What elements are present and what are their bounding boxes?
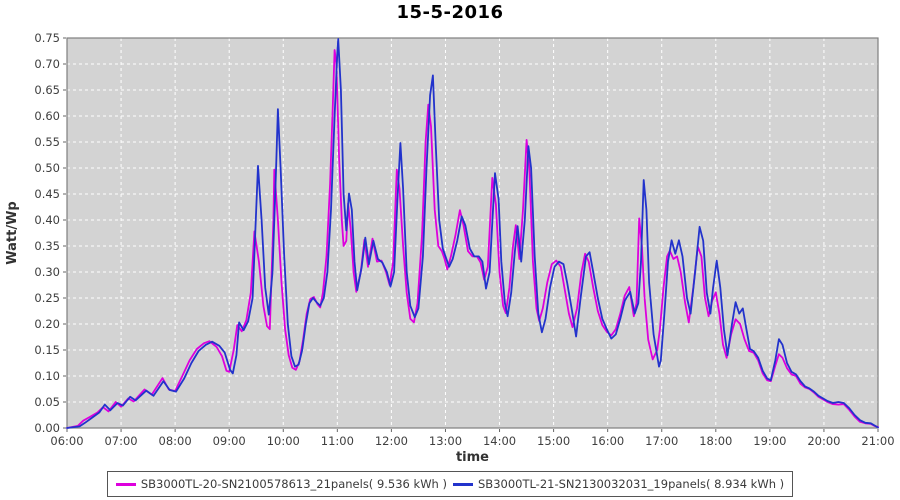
svg-text:15:00: 15:00: [537, 434, 570, 448]
svg-text:08:00: 08:00: [159, 434, 192, 448]
svg-text:19:00: 19:00: [753, 434, 786, 448]
legend-label-series1: SB3000TL-20-SN2100578613_21panels( 9.536…: [140, 477, 447, 491]
svg-text:0.55: 0.55: [34, 135, 60, 149]
legend: SB3000TL-20-SN2100578613_21panels( 9.536…: [0, 471, 900, 497]
svg-text:0.00: 0.00: [34, 421, 60, 435]
legend-box: SB3000TL-20-SN2100578613_21panels( 9.536…: [106, 471, 794, 497]
series2-line-swatch: [453, 482, 473, 486]
svg-text:0.35: 0.35: [34, 239, 60, 253]
svg-text:0.25: 0.25: [34, 291, 60, 305]
svg-text:0.15: 0.15: [34, 343, 60, 357]
svg-text:0.45: 0.45: [34, 187, 60, 201]
svg-text:0.40: 0.40: [34, 213, 60, 227]
chart-title: 15-5-2016: [396, 2, 504, 23]
svg-text:21:00: 21:00: [861, 434, 894, 448]
legend-item-series2: SB3000TL-21-SN2130032031_19panels( 8.934…: [453, 477, 784, 491]
svg-text:07:00: 07:00: [104, 434, 137, 448]
svg-text:0.50: 0.50: [34, 161, 60, 175]
series1-line-swatch: [115, 482, 136, 486]
svg-text:13:00: 13:00: [429, 434, 462, 448]
svg-text:16:00: 16:00: [591, 434, 624, 448]
legend-label-series2: SB3000TL-21-SN2130032031_19panels( 8.934…: [478, 477, 785, 491]
svg-text:0.05: 0.05: [34, 395, 60, 409]
svg-text:0.30: 0.30: [34, 265, 60, 279]
svg-text:0.75: 0.75: [34, 31, 60, 45]
x-axis-label: time: [456, 450, 489, 465]
svg-text:0.65: 0.65: [34, 83, 60, 97]
svg-text:06:00: 06:00: [50, 434, 83, 448]
svg-text:12:00: 12:00: [375, 434, 408, 448]
svg-text:20:00: 20:00: [807, 434, 840, 448]
y-axis-label: Watt/Wp: [5, 201, 20, 264]
svg-text:18:00: 18:00: [699, 434, 732, 448]
svg-text:0.70: 0.70: [34, 57, 60, 71]
legend-item-series1: SB3000TL-20-SN2100578613_21panels( 9.536…: [115, 477, 447, 491]
svg-text:11:00: 11:00: [321, 434, 354, 448]
svg-text:0.10: 0.10: [34, 369, 60, 383]
svg-text:09:00: 09:00: [213, 434, 246, 448]
plot-area: 0.00 0.05 0.10 0.15 0.20 0.25 0.30 0.35 0.40 0.45…: [5, 31, 895, 465]
svg-text:17:00: 17:00: [645, 434, 678, 448]
svg-text:10:00: 10:00: [267, 434, 300, 448]
svg-text:14:00: 14:00: [483, 434, 516, 448]
svg-text:0.60: 0.60: [34, 109, 60, 123]
svg-text:0.20: 0.20: [34, 317, 60, 331]
